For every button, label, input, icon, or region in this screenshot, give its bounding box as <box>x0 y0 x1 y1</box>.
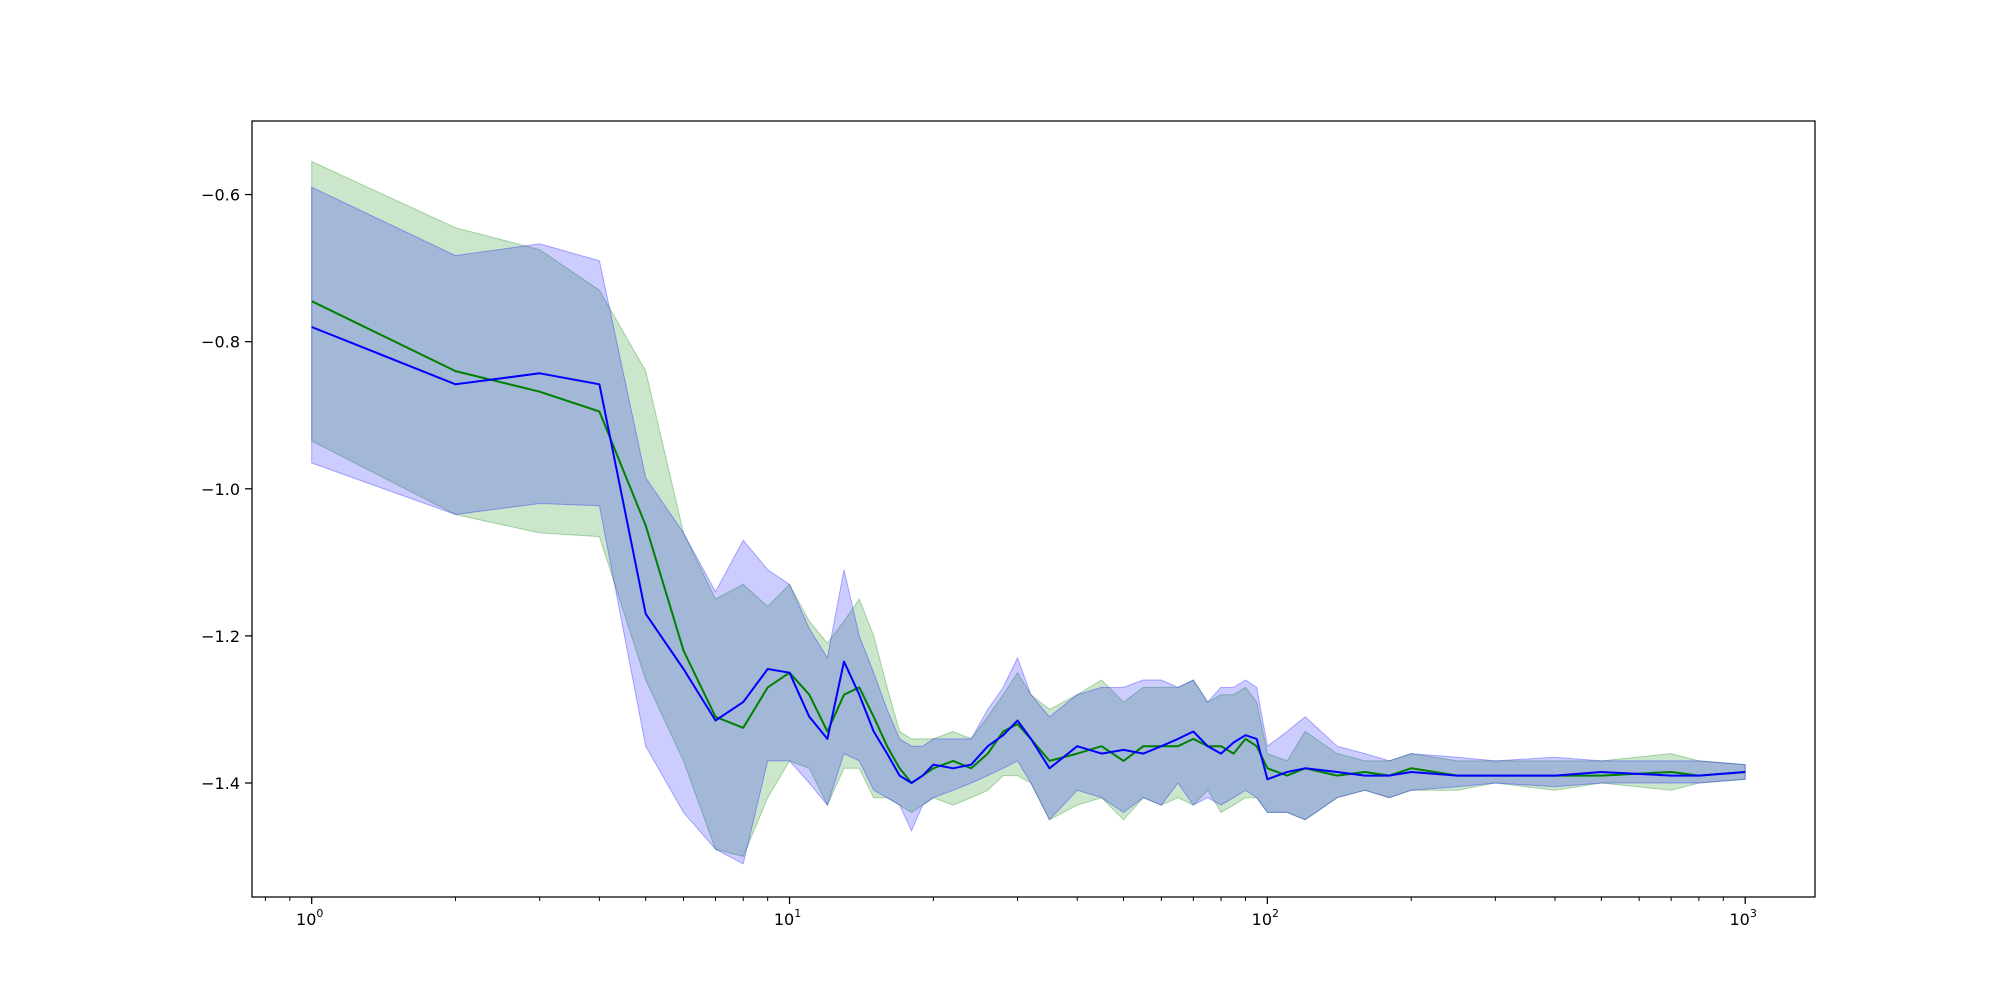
y-tick-label: −0.6 <box>201 186 240 205</box>
x-axis: 100 101 102 103 <box>264 897 1757 929</box>
y-tick-label: −1.0 <box>201 480 240 499</box>
band-series-1 <box>311 160 1746 858</box>
confidence-bands <box>311 160 1746 865</box>
line-series-2 <box>311 326 1746 784</box>
plot-frame <box>251 120 1816 898</box>
line-series-1 <box>311 300 1746 784</box>
y-tick-label: −1.2 <box>201 627 240 646</box>
y-tick-label: −0.8 <box>201 333 240 352</box>
band-series-2 <box>311 186 1746 865</box>
y-axis: −0.6 −0.8 −1.0 −1.2 −1.4 <box>201 186 252 793</box>
series-lines <box>311 300 1746 784</box>
y-tick-label: −1.4 <box>201 774 240 793</box>
